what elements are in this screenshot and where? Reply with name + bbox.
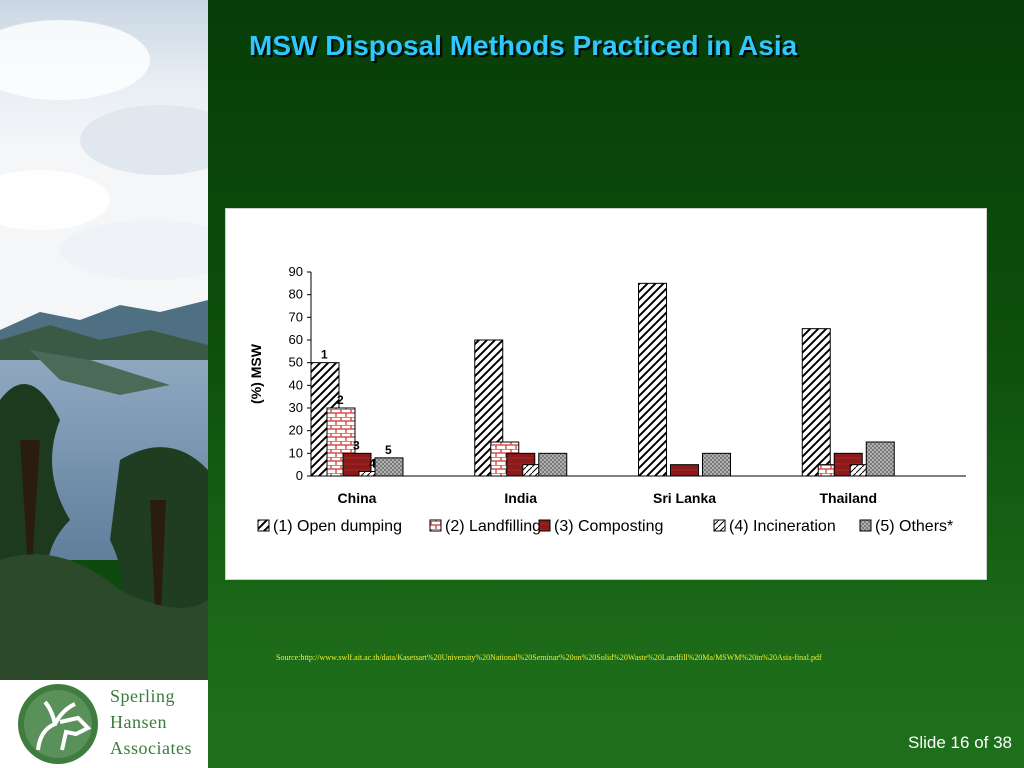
y-tick-label: 70 — [289, 309, 303, 324]
bar-5 — [538, 452, 568, 477]
bar-5 — [702, 452, 731, 477]
bar-5 — [865, 441, 895, 477]
legend-swatch — [713, 519, 726, 532]
slide-number: Slide 16 of 38 — [908, 733, 1012, 752]
y-tick-label: 50 — [289, 355, 303, 370]
legend-label: (2) Landfilling — [445, 518, 541, 535]
logo-line-1: Sperling — [110, 686, 175, 706]
company-logo: Sperling Hansen Associates — [0, 680, 208, 768]
logo-line-3: Associates — [110, 738, 192, 758]
bar-annotation: 5 — [385, 443, 392, 457]
legend-label: (3) Composting — [554, 518, 663, 535]
y-tick-label: 10 — [289, 445, 303, 460]
bar-1 — [638, 282, 667, 477]
bar-annotation: 2 — [337, 393, 344, 407]
legend-label: (1) Open dumping — [273, 518, 402, 535]
bar-annotation: 3 — [353, 438, 360, 452]
y-tick-label: 80 — [289, 287, 303, 302]
x-tick-label: China — [338, 490, 377, 506]
y-tick-label: 40 — [289, 377, 303, 392]
bar-5 — [374, 457, 404, 477]
source-citation: Source:http://www.swlf.ait.ac.th/data/Ka… — [276, 653, 822, 662]
x-tick-label: Sri Lanka — [653, 490, 716, 506]
y-tick-label: 60 — [289, 332, 303, 347]
legend-swatch — [859, 519, 872, 532]
legend-label: (4) Incineration — [729, 518, 836, 535]
logo-line-2: Hansen — [110, 712, 167, 732]
slide-title: MSW Disposal Methods Practiced in Asia — [249, 30, 798, 61]
legend-label: (5) Others* — [875, 518, 953, 535]
legend-swatch — [257, 519, 270, 532]
bar-3 — [670, 464, 699, 477]
x-tick-label: India — [504, 490, 537, 506]
legend-swatch — [429, 519, 442, 532]
bar-chart: 0 10 20 30 40 50 60 70 80 90 (%) MSW 1 2 345 China Indi… — [248, 264, 966, 535]
y-tick-label: 30 — [289, 400, 303, 415]
bar-annotation: 4 — [369, 456, 376, 470]
y-tick-label: 20 — [289, 423, 303, 438]
landscape-photo — [0, 0, 208, 680]
bar-annotation: 1 — [321, 348, 328, 362]
chart-panel: 0 10 20 30 40 50 60 70 80 90 (%) MSW 1 2 3 4 5 China Indi… — [225, 208, 987, 580]
y-tick-label: 90 — [289, 264, 303, 279]
y-tick-label: 0 — [296, 468, 303, 483]
legend-swatch — [538, 519, 551, 532]
x-tick-label: Thailand — [819, 490, 877, 506]
y-axis-label: (%) MSW — [248, 343, 264, 404]
bar-1 — [801, 328, 831, 477]
bar-3 — [342, 452, 372, 477]
